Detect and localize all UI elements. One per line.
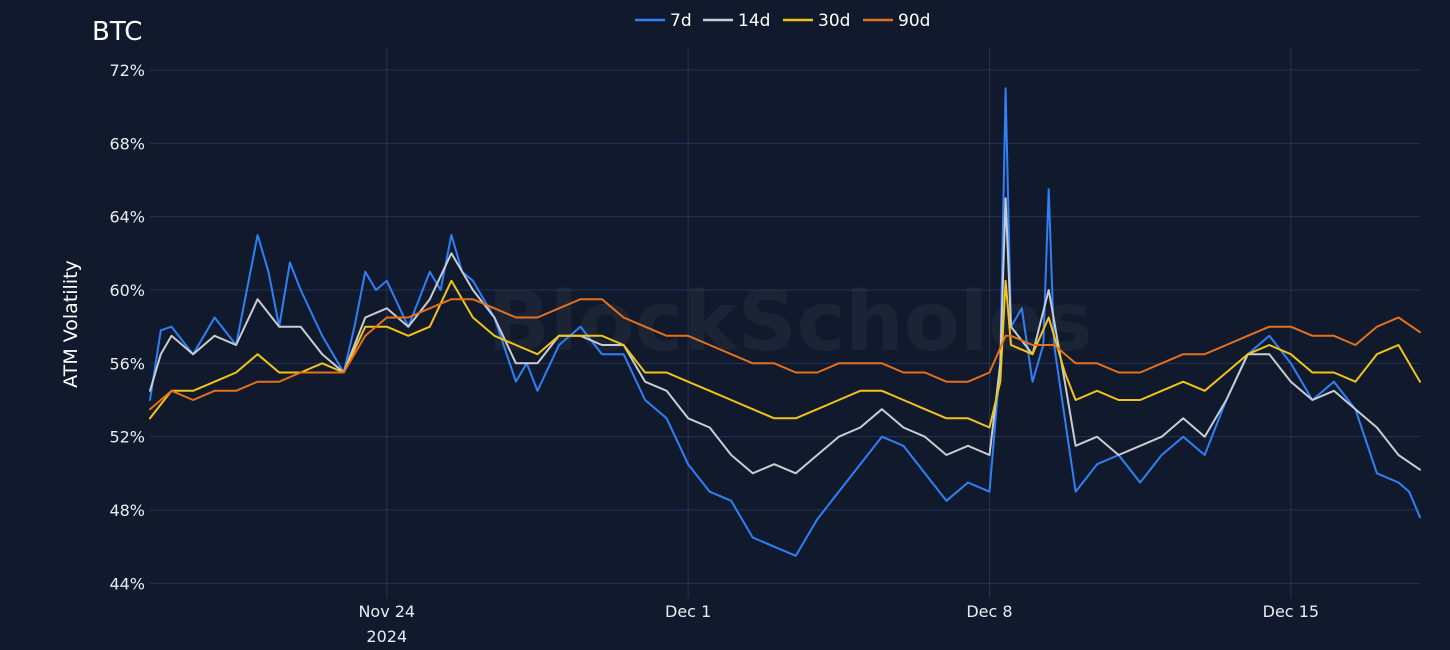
y-tick-label: 72% <box>109 61 145 80</box>
x-tick-sublabel: 2024 <box>366 627 407 646</box>
y-axis-ticks: 44% 48% 52% 56% 60% 64% 68% 72% <box>109 61 145 593</box>
y-tick-label: 56% <box>109 354 145 373</box>
y-tick-label: 68% <box>109 134 145 153</box>
x-axis-ticks: Nov 24 2024 Dec 1 Dec 8 Dec 15 <box>358 602 1319 646</box>
watermark: BlockScholes <box>488 275 1093 370</box>
y-tick-label: 64% <box>109 208 145 227</box>
y-tick-label: 44% <box>109 574 145 593</box>
x-tick-label: Dec 15 <box>1263 602 1319 621</box>
x-tick-label: Dec 1 <box>665 602 711 621</box>
legend-label-14d: 14d <box>738 11 770 31</box>
x-tick-label: Dec 8 <box>966 602 1012 621</box>
legend-label-7d: 7d <box>670 11 692 31</box>
series-line-7d <box>149 87 1421 557</box>
grid <box>150 48 1420 598</box>
series-line-30d <box>149 279 1421 429</box>
x-tick-label: Nov 24 <box>358 602 415 621</box>
y-tick-label: 60% <box>109 281 145 300</box>
y-axis-label: ATM Volatility <box>60 260 82 388</box>
chart-title: BTC <box>92 17 142 47</box>
y-tick-label: 48% <box>109 501 145 520</box>
legend: 7d 14d 30d 90d <box>635 11 930 31</box>
legend-label-90d: 90d <box>898 11 930 31</box>
plot-area <box>149 87 1421 557</box>
y-tick-label: 52% <box>109 428 145 447</box>
series-line-14d <box>149 197 1421 475</box>
legend-label-30d: 30d <box>818 11 850 31</box>
series-line-90d <box>149 298 1421 411</box>
